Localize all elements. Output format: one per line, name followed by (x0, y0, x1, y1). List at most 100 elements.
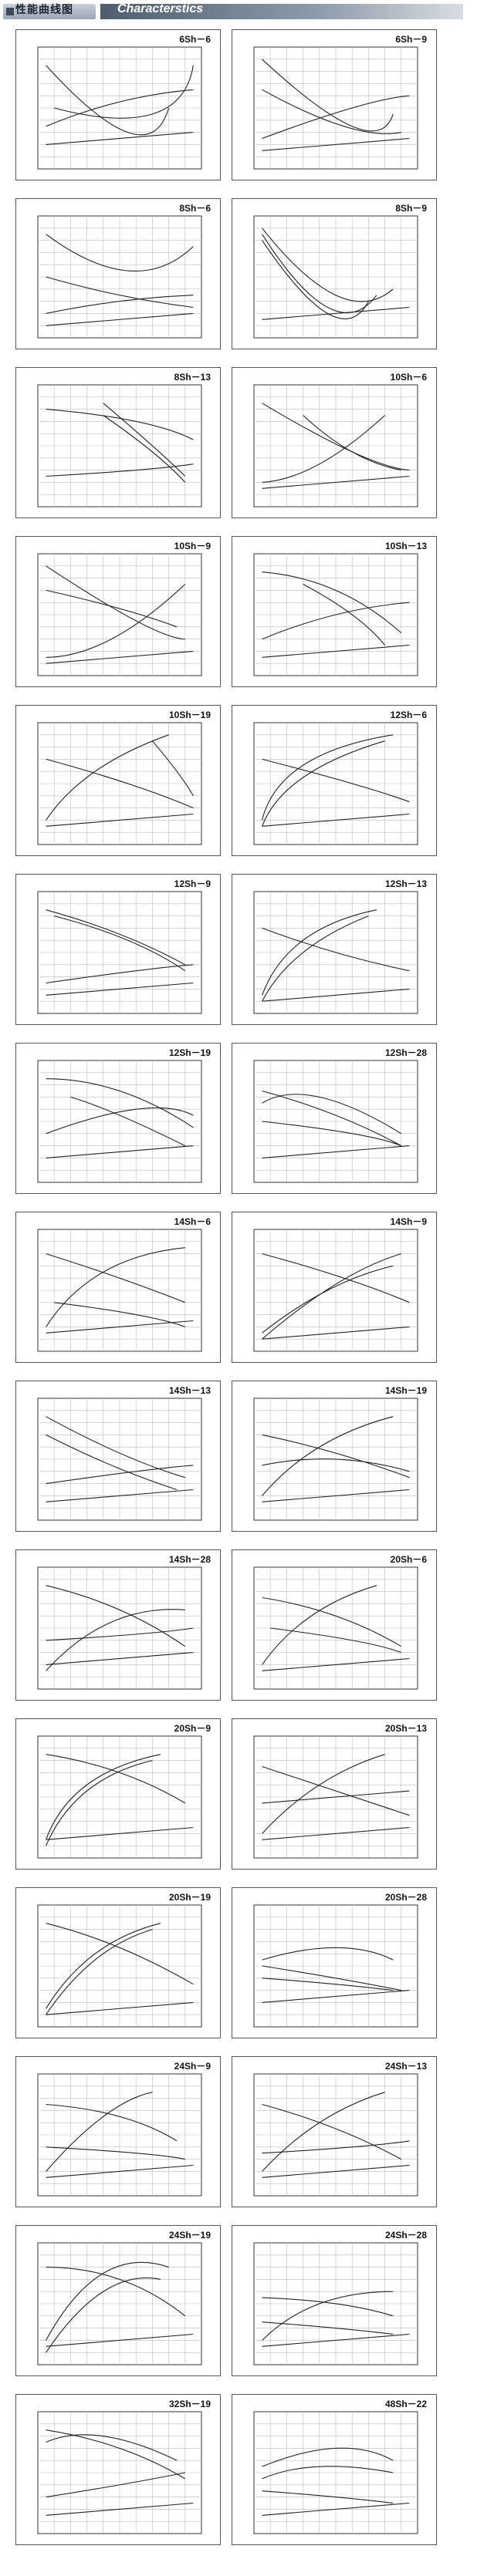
chart-title: 14Sh－13 (168, 1385, 211, 1396)
curve-line (262, 740, 385, 827)
chart-title: 10Sh－6 (390, 372, 427, 383)
curve-line (262, 572, 402, 634)
chart-plot (37, 1398, 202, 1521)
curve-line (54, 65, 194, 119)
curve-line (262, 2333, 410, 2347)
curve-line (46, 1320, 194, 1334)
curve-line (262, 240, 369, 319)
chart-title: 8Sh－6 (179, 203, 211, 214)
curve-line (46, 312, 194, 326)
curve-line (262, 1434, 410, 1479)
chart-title: 24Sh－13 (384, 2061, 427, 2072)
curve-line (262, 1990, 410, 2003)
curve-line (46, 1754, 161, 1840)
curve-line (46, 2092, 153, 2172)
curve-line (46, 276, 194, 309)
curve-line (262, 1145, 410, 1158)
chart-panel: 10Sh－6 (232, 367, 437, 518)
chart-plot (37, 384, 202, 507)
chart-plot (37, 891, 202, 1014)
chart-title: 20Sh－19 (168, 1892, 211, 1903)
curve-line (46, 1627, 194, 1641)
curve-line (262, 2140, 410, 2154)
curve-line (46, 1078, 194, 1128)
curve-line (262, 2466, 394, 2480)
curve-line (46, 589, 178, 628)
curve-line (46, 1760, 153, 1846)
curve-line (262, 915, 369, 1002)
chart-title: 48Sh－22 (384, 2399, 427, 2409)
curve-line (262, 1754, 385, 1834)
curve-line (46, 1929, 153, 2015)
header-band (100, 4, 463, 19)
curve-line (262, 59, 394, 132)
curve-line (262, 927, 410, 972)
curve-line (46, 2502, 194, 2516)
chart-panel: 14Sh－13 (15, 1381, 221, 1532)
curve-line (54, 915, 186, 972)
chart-title: 20Sh－13 (384, 1723, 427, 1734)
chart-plot (253, 1398, 418, 1521)
chart-title: 12Sh－6 (390, 710, 427, 720)
curve-line (262, 1790, 410, 1804)
curve-line (262, 1253, 401, 1340)
chart-title: 14Sh－19 (384, 1385, 427, 1396)
curve-line (46, 1489, 194, 1502)
curve-line (262, 1947, 394, 1961)
chart-panel: 32Sh－19 (15, 2394, 221, 2545)
curve-line (103, 403, 186, 477)
curve-line (262, 2297, 394, 2317)
chart-panel: 12Sh－13 (232, 874, 437, 1025)
chart-title: 20Sh－28 (384, 1892, 427, 1903)
chart-panel: 12Sh－19 (15, 1043, 221, 1194)
curve-line (262, 1826, 410, 1840)
chart-title: 10Sh－13 (384, 541, 427, 551)
chart-panel: 6Sh－9 (232, 29, 437, 180)
chart-plot (37, 1060, 202, 1183)
chart-title: 12Sh－19 (168, 1047, 211, 1058)
chart-title: 24Sh－19 (168, 2230, 211, 2241)
curve-line (46, 2164, 194, 2178)
curve-line (151, 740, 194, 797)
curve-line (262, 813, 410, 827)
chart-plot (37, 1229, 202, 1352)
chart-plot (253, 1229, 418, 1352)
chart-plot (253, 215, 418, 339)
curve-line (262, 1090, 402, 1147)
curve-line (262, 758, 410, 803)
curve-line (262, 1965, 401, 1991)
curve-line (262, 2164, 410, 2178)
curve-line (46, 2434, 178, 2461)
curve-line (262, 2490, 394, 2504)
curve-line (262, 2092, 385, 2172)
chart-plot (37, 2411, 202, 2534)
curve-line (46, 1434, 178, 1491)
chart-panel: 14Sh－19 (232, 1381, 437, 1532)
chart-panel: 20Sh－19 (15, 1887, 221, 2038)
curve-line (262, 1657, 410, 1671)
curve-line (46, 2333, 194, 2347)
curve-line (46, 1754, 186, 1804)
chart-title: 20Sh－6 (390, 1554, 427, 1565)
chart-panel: 24Sh－13 (232, 2056, 437, 2207)
chart-plot (37, 1735, 202, 1859)
curve-line (46, 2103, 178, 2142)
curve-line (46, 2472, 185, 2498)
curve-line (262, 475, 410, 489)
curve-line (46, 758, 194, 809)
curve-line (262, 602, 410, 640)
chart-plot (253, 1904, 418, 2028)
chart-plot (37, 46, 202, 170)
curve-line (46, 65, 170, 136)
chart-title: 14Sh－6 (174, 1216, 211, 1227)
curve-line (262, 644, 410, 658)
curve-line (46, 2277, 161, 2353)
header-title-en: Characterstics (117, 2, 204, 15)
curve-line (46, 1107, 194, 1135)
chart-plot (37, 1566, 202, 1690)
chart-plot (37, 2242, 202, 2365)
chart-plot (253, 1735, 418, 1859)
curve-line (46, 1465, 194, 1485)
chart-title: 10Sh－9 (174, 541, 211, 551)
curve-line (70, 1096, 186, 1147)
